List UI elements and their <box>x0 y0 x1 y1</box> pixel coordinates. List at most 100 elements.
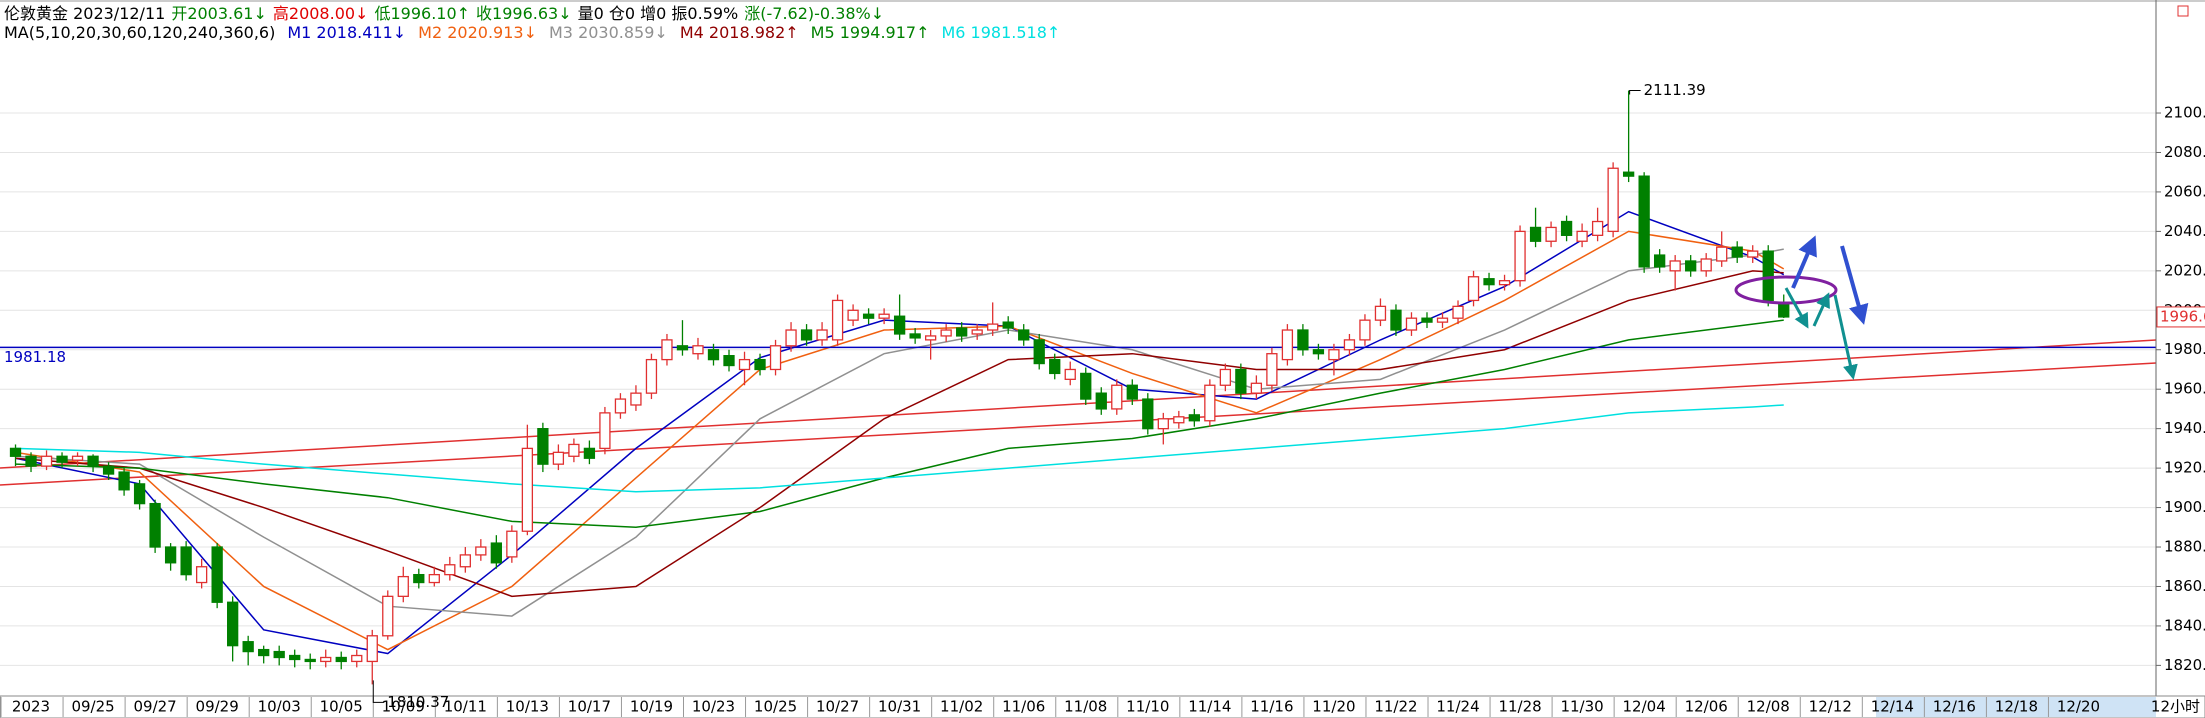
trend-line <box>0 362 2157 486</box>
candle-body <box>242 641 254 653</box>
candle-body <box>1669 260 1681 272</box>
y-tick-label: 2020.00 <box>2164 261 2205 279</box>
annotation-label: 1810.37 <box>387 693 449 711</box>
candle-body <box>692 345 704 355</box>
arrow <box>1812 292 1830 327</box>
grid <box>0 112 2156 666</box>
candle-body <box>459 554 471 568</box>
candle-body <box>1716 246 1728 262</box>
header-item: 量0 仓0 增0 振0.59% <box>578 4 739 23</box>
x-tick-label: 10/03 <box>258 698 301 716</box>
candle-body <box>1080 372 1092 400</box>
y-tick-label: 1920.00 <box>2164 459 2205 477</box>
header-quote: 伦敦黄金 2023/12/11 开2003.61↓ 高2008.00↓ 低1996.1… <box>4 4 884 23</box>
legend-entry: M3 2030.859↓ <box>549 23 668 42</box>
candle-body <box>909 333 921 339</box>
candle-body <box>738 358 751 371</box>
header-item: 伦敦黄金 2023/12/11 <box>4 4 165 23</box>
y-tick-label: 1820.00 <box>2164 656 2205 674</box>
candle-body <box>831 299 844 341</box>
x-tick-label: 10/13 <box>506 698 549 716</box>
x-axis-strip <box>0 695 2205 718</box>
candle-body <box>397 575 409 597</box>
candle-body <box>133 483 146 505</box>
candle-body <box>413 573 425 584</box>
candle-body <box>195 566 208 584</box>
y-tick-label: 1840.00 <box>2164 616 2205 634</box>
candle-body <box>40 455 53 467</box>
candle-body <box>1204 384 1216 422</box>
legend-entry: M4 2018.982↑ <box>680 23 799 42</box>
ma-line <box>15 210 1785 655</box>
candle-body <box>676 345 689 351</box>
candle-body <box>971 329 983 335</box>
candle-body <box>1390 309 1402 331</box>
ma-line <box>15 404 1784 493</box>
legend-entry: M1 2018.411↓ <box>287 23 406 42</box>
x-tick-label: 11/16 <box>1250 698 1293 716</box>
candle-body <box>351 654 363 663</box>
candle-body <box>1421 317 1433 323</box>
candle-body <box>444 564 456 576</box>
candles <box>9 90 1790 685</box>
candle-body <box>800 329 813 341</box>
x-tick-label: 12/04 <box>1623 698 1666 716</box>
x-tick-label: 2023 <box>12 698 50 716</box>
trend-line <box>0 339 2157 469</box>
x-tick-label: 11/22 <box>1374 698 1417 716</box>
candle-body <box>1064 368 1076 380</box>
period-label: 12小时 <box>2151 698 2200 716</box>
price-line-label: 1981.18 <box>4 348 66 366</box>
candle-body <box>552 451 565 465</box>
candle-body <box>1018 329 1030 341</box>
candle-body <box>1483 278 1495 286</box>
candle-body <box>1343 339 1356 351</box>
x-tick-label: 10/19 <box>630 698 673 716</box>
candle-body <box>506 530 518 558</box>
candle-body <box>583 447 596 459</box>
candle-body <box>614 398 627 414</box>
candle-body <box>1188 414 1200 422</box>
candle-body <box>490 542 502 564</box>
future-zone <box>1876 697 2156 717</box>
candle-body <box>1142 398 1154 430</box>
candle-body <box>1452 305 1464 319</box>
header-ma: MA(5,10,20,30,60,120,240,360,6) M1 2018.4… <box>4 23 1060 42</box>
candle-body <box>1638 175 1650 268</box>
arrow <box>1833 294 1858 380</box>
candle-body <box>320 656 332 663</box>
x-tick-label: 12/14 <box>1871 698 1914 716</box>
x-tick-label: 12/08 <box>1747 698 1790 716</box>
y-tick-label: 1960.00 <box>2164 380 2205 398</box>
legend-entry: M2 2020.913↓ <box>418 23 537 42</box>
candle-body <box>1266 353 1278 386</box>
candle-body <box>1545 226 1557 242</box>
candle-body <box>568 443 580 457</box>
last-price-box <box>2156 306 2205 328</box>
ma-line <box>15 270 1784 598</box>
y-tick-label: 2060.00 <box>2164 182 2205 200</box>
candle-body <box>1281 329 1294 361</box>
y-tick-label: 1880.00 <box>2164 538 2205 556</box>
corner-icon[interactable] <box>2177 5 2189 17</box>
candle-body <box>754 358 766 371</box>
candle-body <box>847 309 859 321</box>
x-tick-label: 09/29 <box>196 698 239 716</box>
candle-body <box>87 455 99 467</box>
arrow <box>1784 287 1809 329</box>
y-tick-label: 1860.00 <box>2164 577 2205 595</box>
y-tick-label: 2100.00 <box>2164 104 2205 122</box>
candle-body <box>1157 418 1169 430</box>
candle-body <box>1111 384 1123 410</box>
x-tick-label: 10/25 <box>754 698 797 716</box>
candle-body <box>599 412 611 450</box>
candle-body <box>1002 321 1014 329</box>
candle-body <box>149 502 161 548</box>
candle-body <box>1607 167 1619 233</box>
x-tick-label: 12/12 <box>1809 698 1852 716</box>
candle-body <box>924 335 937 341</box>
candle-body <box>1359 319 1371 341</box>
candle-body <box>118 471 130 491</box>
x-tick-label: 10/31 <box>878 698 921 716</box>
candle-body <box>785 329 797 347</box>
